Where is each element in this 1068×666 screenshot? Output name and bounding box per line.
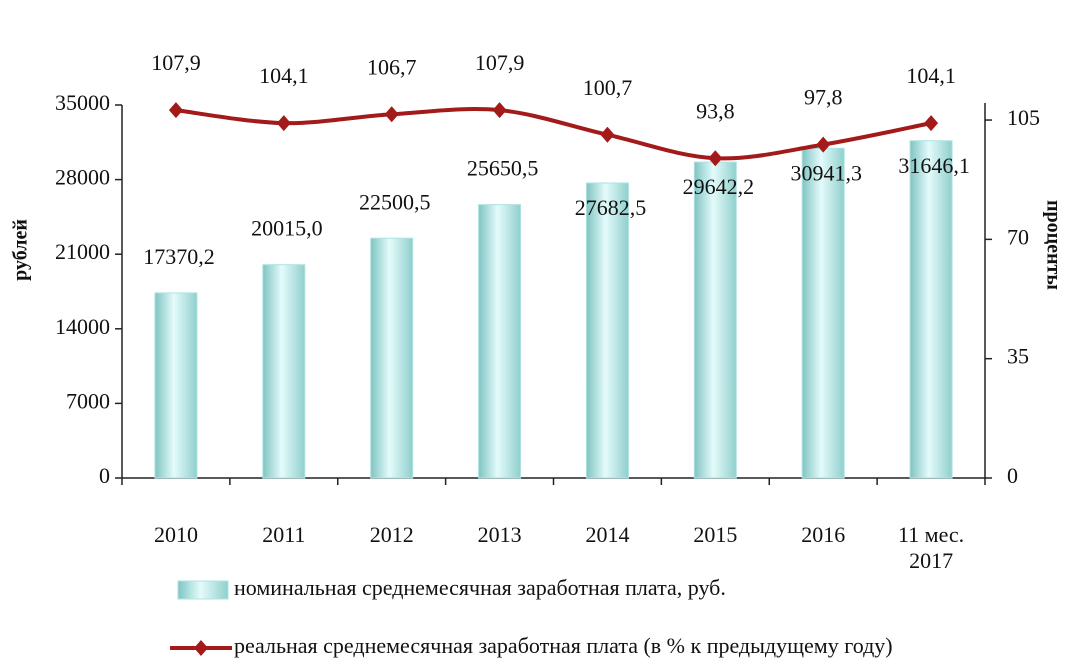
line-value-label: 107,9: [475, 50, 525, 75]
line-marker: [276, 115, 291, 132]
line-marker: [492, 102, 507, 119]
legend-marker: [194, 640, 208, 656]
line: [175, 107, 932, 161]
line-value-label: 100,7: [583, 75, 633, 100]
line-value-label: 107,9: [151, 50, 201, 75]
line-marker: [168, 102, 183, 119]
line-value-label: 93,8: [696, 98, 735, 123]
y2-tick-label: 70: [1007, 224, 1029, 249]
x-tick-label: 11 мес. 2017: [897, 522, 965, 573]
line-value-label: 104,1: [906, 63, 956, 88]
y-tick-label: 35000: [55, 90, 110, 115]
x-tick-label: 2012: [369, 522, 414, 547]
x-tick-label: 2014: [585, 522, 630, 547]
line-value-label: 106,7: [367, 54, 417, 79]
bar-value-label: 30941,3: [790, 160, 862, 185]
x-tick-label: 2011: [262, 522, 306, 547]
x-tick-label: 2010: [153, 522, 198, 547]
line-marker: [816, 136, 831, 153]
bar: [909, 140, 953, 479]
bar: [693, 161, 737, 479]
bar: [478, 204, 522, 479]
y-axis-title: рублей: [10, 219, 32, 281]
y-tick-label: 0: [99, 463, 110, 488]
y-tick-label: 21000: [55, 239, 110, 264]
y-tick-label: 7000: [66, 388, 110, 413]
legend-swatch: [177, 580, 229, 600]
bar: [370, 237, 414, 479]
legend-label: номинальная среднемесячная заработная пл…: [234, 575, 726, 600]
y-tick-label: 14000: [55, 314, 110, 339]
bar-value-label: 27682,5: [575, 195, 647, 220]
x-tick-label: 2016: [801, 522, 846, 547]
bar-value-label: 20015,0: [251, 216, 323, 241]
y2-tick-label: 35: [1007, 344, 1029, 369]
x-tick-label: 2013: [477, 522, 522, 547]
x-tick-label: 2015: [693, 522, 738, 547]
bar-value-label: 25650,5: [467, 156, 539, 181]
bar: [801, 147, 845, 479]
line-value-label: 104,1: [259, 63, 309, 88]
line-value-label: 97,8: [804, 85, 843, 110]
line-marker: [924, 115, 939, 132]
bar-value-label: 29642,2: [683, 174, 755, 199]
bar: [262, 264, 306, 479]
bar-value-label: 22500,5: [359, 189, 431, 214]
bar-value-label: 31646,1: [898, 153, 970, 178]
legend-label: реальная среднемесячная заработная плата…: [234, 633, 893, 658]
bar-value-label: 17370,2: [143, 244, 215, 269]
y2-axis-title: проценты: [1042, 200, 1064, 290]
bar: [585, 182, 629, 479]
bar: [154, 292, 198, 479]
y2-tick-label: 0: [1007, 463, 1018, 488]
line-marker: [600, 126, 615, 143]
y2-tick-label: 105: [1007, 105, 1040, 130]
line-marker: [384, 106, 399, 123]
y-tick-label: 28000: [55, 165, 110, 190]
line-marker: [708, 150, 723, 167]
